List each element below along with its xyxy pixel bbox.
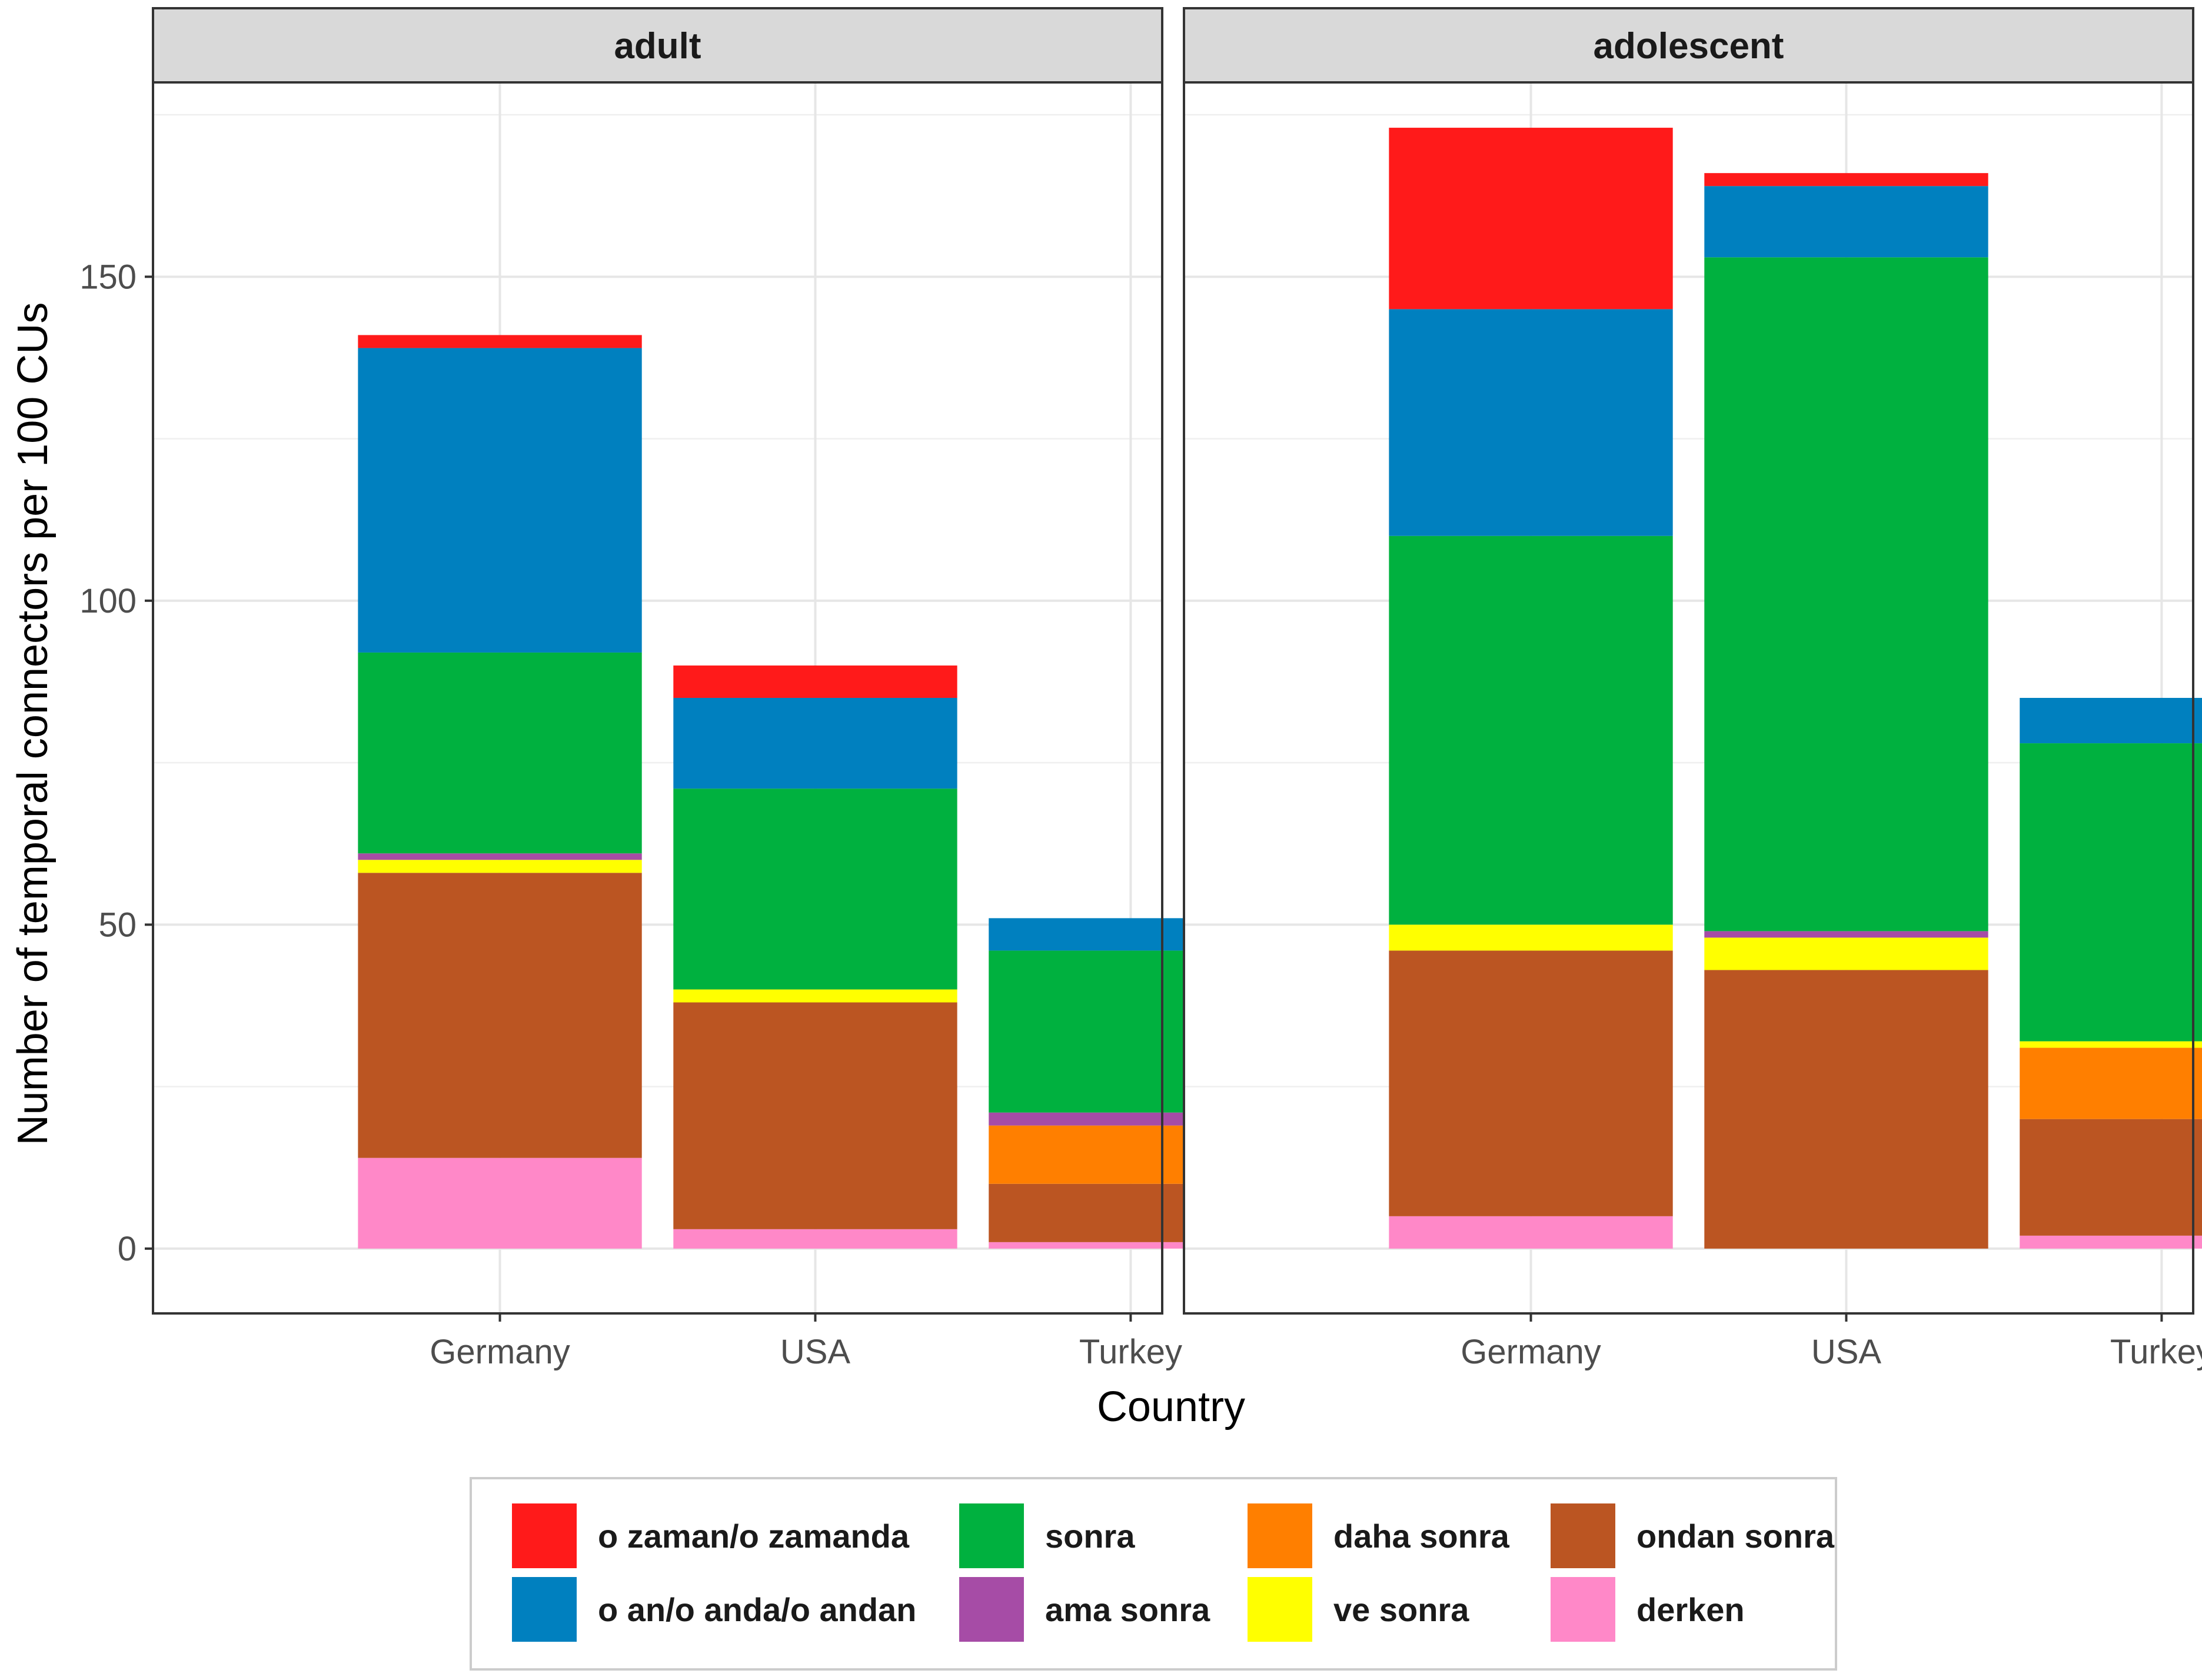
- bar-segment-derken: [989, 1242, 1273, 1249]
- panel-adolescent: adolescent Germany USA Turkey: [1183, 7, 2202, 1371]
- y-tick-label: 150: [79, 258, 137, 296]
- legend-label: ve sonra: [1333, 1591, 1469, 1628]
- bar-segment-sonra: [2020, 743, 2202, 1042]
- bar-segment-ondan-sonra: [2020, 1119, 2202, 1236]
- legend-label: daha sonra: [1333, 1518, 1510, 1555]
- bar-segment-ondan-sonra: [1704, 970, 1988, 1249]
- y-tick-label: 50: [98, 906, 137, 944]
- legend-label: ama sonra: [1045, 1591, 1210, 1628]
- panels-layer: adult Germany USA Turkey adolescent Germany US…: [152, 7, 2202, 1371]
- legend-item-derken: derken: [1551, 1577, 1745, 1642]
- panel-border: [1183, 81, 2194, 1315]
- legend-item-o-an: o an/o anda/o andan: [512, 1577, 916, 1642]
- bar-stack-germany: [1389, 128, 1673, 1249]
- bar-segment-ondan-sonra: [358, 873, 642, 1158]
- y-tick-label: 100: [79, 582, 137, 620]
- x-tick-label: USA: [780, 1333, 851, 1371]
- legend-swatch: [1551, 1577, 1615, 1642]
- legend-label: ondan sonra: [1636, 1518, 1835, 1555]
- bar-segment-ve-sonra: [2020, 1041, 2202, 1048]
- legend-label: derken: [1636, 1591, 1745, 1628]
- facet-label: adolescent: [1594, 26, 1784, 66]
- legend-swatch: [959, 1503, 1024, 1568]
- bar-segment-o-an: [1704, 186, 1988, 258]
- bar-segment-ondan-sonra: [1389, 950, 1673, 1216]
- bar-segment-derken: [673, 1229, 957, 1249]
- legend-swatch: [1248, 1577, 1312, 1642]
- bar-segment-o-zaman: [1704, 173, 1988, 187]
- legend-item-sonra: sonra: [959, 1503, 1135, 1568]
- bar-stack-germany: [358, 335, 642, 1249]
- legend-swatch: [1551, 1503, 1615, 1568]
- panel-border: [152, 81, 1163, 1315]
- bar-segment-derken: [358, 1157, 642, 1249]
- legend-label: o zaman/o zamanda: [598, 1518, 910, 1555]
- bar-segment-o-an: [673, 698, 957, 789]
- x-tick-label: Turkey: [2110, 1333, 2202, 1371]
- legend-item-ondan-sonra: ondan sonra: [1551, 1503, 1835, 1568]
- bar-segment-ve-sonra: [358, 860, 642, 873]
- bar-segment-o-an: [2020, 698, 2202, 744]
- bar-segment-ondan-sonra: [673, 1002, 957, 1229]
- y-axis-title: Number of temporal connectors per 100 CU…: [9, 302, 56, 1146]
- bar-segment-o-zaman: [358, 335, 642, 348]
- legend-item-daha-sonra: daha sonra: [1248, 1503, 1510, 1568]
- panel-adult: adult Germany USA Turkey: [152, 7, 1273, 1371]
- legend-item-ama-sonra: ama sonra: [959, 1577, 1210, 1642]
- facet-strip: [152, 7, 1163, 84]
- legend-swatch: [512, 1577, 577, 1642]
- facet-label: adult: [614, 26, 701, 66]
- bar-segment-ve-sonra: [1389, 924, 1673, 951]
- legend-label: sonra: [1045, 1518, 1135, 1555]
- legend-box: [470, 1477, 1837, 1671]
- bar-segment-sonra: [673, 789, 957, 990]
- y-axis: 0 50 100 150: [79, 258, 153, 1268]
- bar-segment-o-zaman: [1389, 128, 1673, 310]
- bar-stack-usa: [673, 665, 957, 1249]
- bar-segment-o-zaman: [673, 665, 957, 698]
- bar-segment-ve-sonra: [1704, 937, 1988, 970]
- legend-label: o an/o anda/o andan: [598, 1591, 916, 1628]
- x-tick-label: Germany: [1461, 1333, 1601, 1371]
- legend-swatch: [512, 1503, 577, 1568]
- bar-segment-o-an: [358, 348, 642, 653]
- x-tick-label: Turkey: [1079, 1333, 1182, 1371]
- bar-segment-ama-sonra: [358, 853, 642, 860]
- bar-segment-sonra: [1704, 257, 1988, 932]
- legend-swatch: [1248, 1503, 1312, 1568]
- bar-segment-derken: [2020, 1235, 2202, 1249]
- bar-stack-usa: [1704, 173, 1988, 1249]
- legend: o zaman/o zamanda o an/o anda/o andan sonr…: [470, 1477, 1837, 1671]
- bar-segment-sonra: [1389, 535, 1673, 925]
- x-axis-title: Country: [1097, 1383, 1245, 1431]
- legend-item-ve-sonra: ve sonra: [1248, 1577, 1469, 1642]
- bar-segment-sonra: [358, 652, 642, 854]
- legend-item-o-zaman: o zaman/o zamanda: [512, 1503, 910, 1568]
- bar-segment-ama-sonra: [1704, 931, 1988, 938]
- x-tick-label: USA: [1811, 1333, 1882, 1371]
- bar-segment-daha-sonra: [2020, 1047, 2202, 1119]
- x-tick-label: Germany: [430, 1333, 570, 1371]
- bar-segment-o-an: [1389, 309, 1673, 536]
- y-tick-label: 0: [118, 1230, 137, 1268]
- bar-segment-ve-sonra: [673, 989, 957, 1003]
- bar-segment-derken: [1389, 1216, 1673, 1249]
- bar-stack-turkey: [2020, 698, 2202, 1249]
- legend-swatch: [959, 1577, 1024, 1642]
